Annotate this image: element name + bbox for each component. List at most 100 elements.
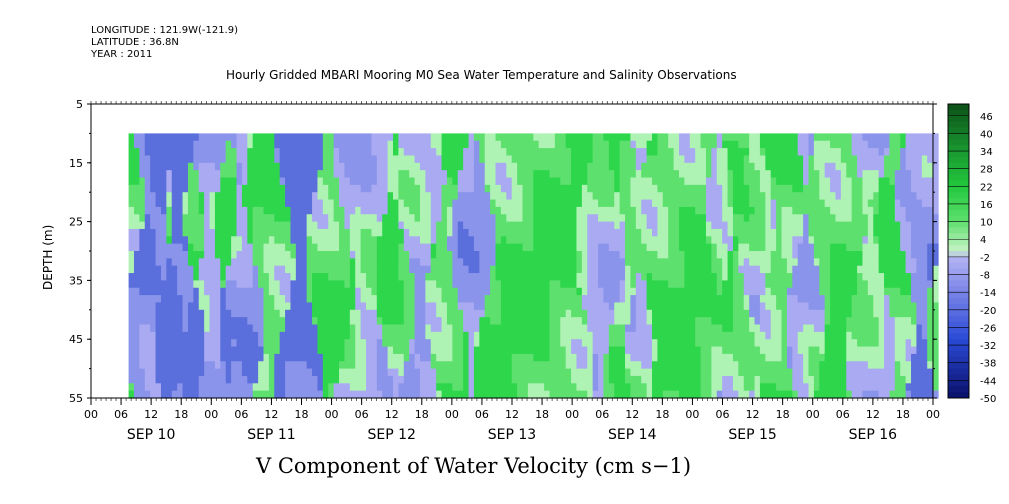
heat-cell [732, 258, 739, 267]
heat-cell [835, 133, 842, 142]
heat-cell [808, 170, 815, 179]
heat-cell [689, 184, 696, 193]
heat-cell [576, 243, 583, 252]
heat-cell [511, 236, 518, 245]
heat-cell [268, 353, 275, 362]
heat-cell [128, 331, 135, 340]
heat-cell [150, 243, 157, 252]
heat-cell [668, 140, 675, 149]
heat-cell [452, 184, 459, 193]
heat-cell [403, 295, 410, 304]
heat-cell [171, 390, 178, 399]
heat-cell [625, 148, 632, 157]
heat-cell [301, 214, 308, 223]
heat-cell [468, 287, 475, 296]
heat-cell [133, 236, 140, 245]
heat-cell [554, 317, 561, 326]
heat-cell [846, 280, 853, 289]
heat-cell [749, 383, 756, 392]
heat-cell [786, 309, 793, 318]
heat-cell [436, 302, 443, 311]
heat-cell [738, 228, 745, 237]
heat-cell [835, 192, 842, 201]
heat-cell [652, 170, 659, 179]
heat-cell [576, 302, 583, 311]
heat-cell [732, 375, 739, 384]
heat-cell [160, 331, 167, 340]
heat-cell [204, 302, 211, 311]
heat-cell [695, 361, 702, 370]
heat-cell [786, 331, 793, 340]
heat-cell [608, 361, 615, 370]
heat-cell [333, 236, 340, 245]
heat-cell [344, 228, 351, 237]
heat-cell [463, 361, 470, 370]
heat-cell [177, 375, 184, 384]
heat-cell [322, 162, 329, 171]
heat-cell [565, 331, 572, 340]
heat-cell [301, 251, 308, 259]
heat-cell [403, 317, 410, 326]
heat-cell [328, 353, 335, 362]
heat-cell [581, 361, 588, 370]
heat-cell [414, 324, 421, 333]
heat-cell [641, 155, 648, 164]
heat-cell [603, 331, 610, 340]
heat-cell [193, 192, 200, 201]
heat-cell [759, 346, 766, 355]
heat-cell [366, 375, 373, 384]
heat-cell [236, 170, 243, 179]
heat-cell [160, 155, 167, 164]
heat-cell [366, 221, 373, 230]
heat-cell [139, 162, 146, 171]
heat-cell [252, 228, 259, 237]
heat-cell [220, 199, 227, 208]
heat-cell [808, 339, 815, 348]
heat-cell [436, 383, 443, 392]
heat-cell [209, 155, 216, 164]
heat-cell [662, 140, 669, 149]
heat-cell [792, 353, 799, 362]
heat-cell [463, 280, 470, 289]
heat-cell [608, 221, 615, 230]
heat-cell [527, 375, 534, 384]
heat-cell [614, 162, 621, 171]
heat-cell [393, 170, 399, 179]
heat-cell [187, 177, 194, 186]
heat-cell [247, 177, 254, 186]
heat-cell [544, 243, 551, 252]
heat-cell [198, 192, 205, 201]
heat-cell [128, 317, 135, 326]
heat-cell [722, 228, 729, 237]
heat-cell [225, 273, 232, 281]
heat-cell [657, 295, 664, 304]
heat-cell [446, 273, 453, 281]
heat-cell [554, 287, 561, 296]
heat-cell [220, 317, 227, 326]
heat-cell [139, 251, 146, 259]
heat-cell [463, 287, 470, 296]
heat-cell [468, 236, 475, 245]
heat-cell [554, 273, 561, 281]
heat-cell [414, 368, 421, 377]
heat-cell [641, 302, 648, 311]
heat-cell [490, 317, 497, 326]
heat-cell [813, 228, 820, 237]
heat-cell [743, 280, 750, 289]
heat-cell [225, 236, 232, 245]
heat-cell [840, 361, 847, 370]
heat-cell [544, 375, 551, 384]
heat-cell [619, 368, 626, 377]
heat-cell [393, 243, 399, 252]
heat-cell [598, 287, 605, 296]
heat-cell [716, 221, 723, 230]
heat-cell [322, 390, 329, 399]
heat-cell [867, 251, 874, 259]
heat-cell [241, 324, 248, 333]
heat-cell [290, 368, 297, 377]
heat-cell [414, 148, 421, 157]
heat-cell [776, 375, 783, 384]
heat-cell [781, 199, 788, 208]
heat-cell [603, 295, 610, 304]
heat-cell [673, 353, 680, 362]
